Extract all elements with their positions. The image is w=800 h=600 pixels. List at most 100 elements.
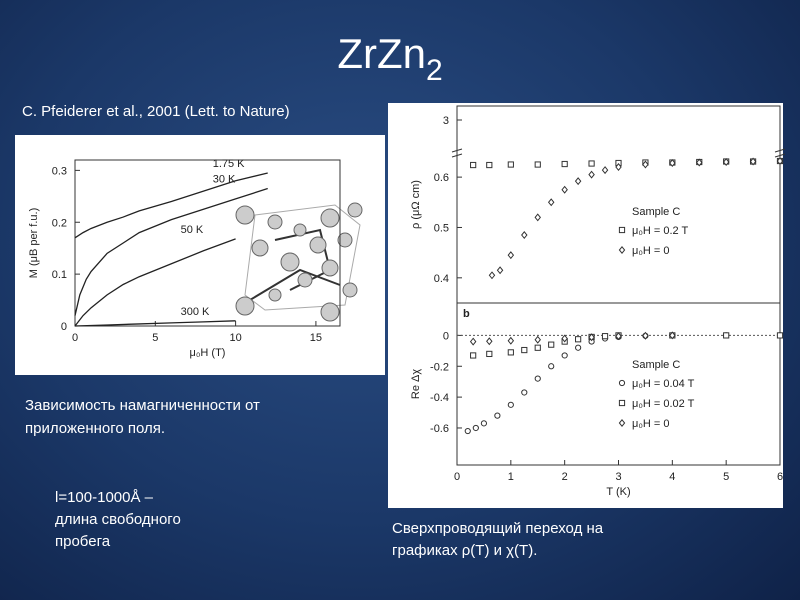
curve [74, 187, 268, 316]
marker [470, 352, 477, 359]
y-tick-label: -0.4 [430, 392, 449, 404]
x-tick-label: 5 [723, 471, 729, 483]
legend-title: Sample C [632, 359, 680, 371]
legend-label: μ₀H = 0 [632, 245, 670, 257]
marker [601, 333, 609, 340]
marker [642, 331, 649, 340]
note: l=100-1000Å – [55, 489, 154, 506]
caption-left: приложенного поля. [25, 420, 165, 437]
marker [507, 251, 515, 260]
marker [534, 161, 541, 168]
marker [507, 336, 515, 345]
y-tick-label: 0.4 [434, 273, 449, 285]
marker [575, 344, 582, 351]
y-tick-label: 0 [443, 330, 449, 342]
legend-marker [618, 419, 626, 427]
x-axis-label: μ₀H (T) [190, 347, 226, 359]
title-sub: 2 [426, 54, 443, 87]
axis-break [451, 148, 786, 158]
x-tick-label: 0 [72, 332, 78, 344]
marker [534, 344, 541, 351]
marker [615, 163, 622, 172]
marker [494, 412, 501, 419]
marker [574, 177, 582, 186]
marker [496, 266, 504, 275]
legend-title: Sample C [632, 206, 680, 218]
series-label: 300 K [181, 306, 210, 318]
marker [669, 331, 676, 340]
marker [486, 161, 493, 169]
y-tick-label: 0.6 [434, 172, 449, 184]
chart: 0 0.1 0.2 0.3 0 5 10 15 μ₀H (T) M (μB per f.u.) 1.… [28, 158, 341, 359]
title-main: ZrZn [337, 30, 426, 77]
marker [561, 352, 568, 359]
marker [588, 333, 595, 342]
y-tick-label: 0 [61, 321, 67, 333]
figure-left-bg [15, 135, 385, 375]
marker [469, 337, 477, 346]
y-tick-label: 0.2 [52, 217, 67, 229]
legend-label: μ₀H = 0.02 T [632, 398, 695, 410]
series-label: 30 K [213, 174, 236, 186]
marker [507, 161, 514, 168]
marker [488, 271, 496, 280]
marker [669, 159, 676, 168]
slide-title: ZrZn2 [337, 30, 442, 87]
marker [486, 350, 493, 358]
marker [464, 427, 471, 435]
series-label: 50 K [181, 224, 204, 236]
y-tick-label: 0.5 [434, 222, 449, 234]
marker [588, 170, 595, 179]
marker [642, 160, 649, 169]
legend-marker [618, 246, 626, 254]
x-tick-label: 1 [508, 471, 514, 483]
marker [547, 198, 555, 207]
marker [507, 349, 514, 356]
x-tick-label: 10 [229, 332, 241, 344]
figure-right-bg [388, 103, 783, 508]
marker [561, 334, 568, 343]
caption-right: графиках ρ(T) и χ(T). [392, 542, 537, 559]
chart: 0 -0.2 -0.4 -0.6 0 1 2 3 4 5 6 T (K) Re Δχ b Sample C μ… [410, 302, 784, 498]
panel-label: b [463, 308, 470, 320]
y-tick-label: 3 [443, 115, 449, 127]
marker [507, 401, 514, 408]
marker [548, 363, 555, 370]
note: пробега [55, 533, 111, 550]
caption-right: Сверхпроводящий переход на [392, 520, 604, 537]
series-label: 1.75 K [213, 158, 245, 170]
marker [548, 341, 555, 348]
subtitle: C. Pfeiderer et al., 2001 (Lett. to Natu… [22, 103, 290, 120]
chart: 3 0.4 0.5 0.6 ρ (μΩ cm) Sample C μ₀H = 0.2 T μ₀… [410, 105, 786, 304]
y-axis-label: ρ (μΩ cm) [410, 180, 422, 229]
marker [561, 185, 568, 194]
x-tick-label: 5 [152, 332, 158, 344]
marker [696, 158, 703, 167]
marker [472, 424, 479, 432]
legend-label: μ₀H = 0.04 T [632, 378, 695, 390]
marker [534, 213, 541, 222]
x-axis-label: T (K) [606, 486, 630, 498]
x-tick-label: 0 [454, 471, 460, 483]
plot-frame [74, 159, 341, 327]
marker [534, 335, 541, 344]
y-tick-label: 0.1 [52, 269, 67, 281]
y-axis-label: M (μB per f.u.) [28, 208, 40, 279]
marker [601, 166, 609, 175]
marker [615, 332, 622, 341]
legend-label: μ₀H = 0.2 T [632, 225, 689, 237]
legend-marker [618, 399, 626, 407]
marker [480, 420, 488, 427]
marker [470, 161, 477, 169]
y-tick-label: 0.3 [52, 165, 67, 177]
note: длина свободного [55, 511, 181, 528]
marker [722, 158, 730, 167]
marker [561, 160, 568, 168]
marker [749, 157, 757, 166]
x-tick-label: 2 [562, 471, 568, 483]
x-tick-label: 3 [615, 471, 621, 483]
marker [521, 346, 528, 354]
marker [776, 332, 784, 339]
